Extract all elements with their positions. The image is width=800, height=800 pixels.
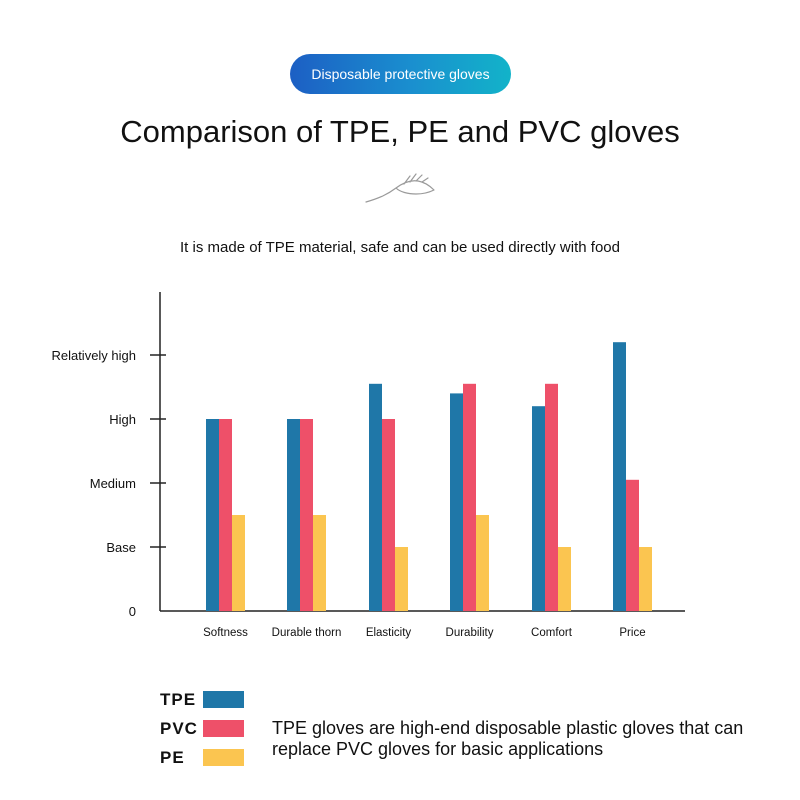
y-tick-label-1: Base (106, 540, 136, 555)
bar-pvc-4 (545, 383, 558, 611)
bar-pvc-2 (382, 419, 395, 611)
legend-swatch-tpe (203, 691, 244, 708)
bar-tpe-3 (450, 393, 463, 611)
bar-pe-3 (476, 515, 489, 611)
bar-pe-2 (395, 547, 408, 611)
bar-pvc-0 (219, 419, 232, 611)
description-note: TPE gloves are high-end disposable plast… (272, 718, 744, 759)
y-tick-label-2: Medium (90, 476, 136, 491)
x-tick-label-0: Softness (203, 627, 248, 639)
bar-tpe-1 (287, 419, 300, 611)
bar-pe-1 (313, 515, 326, 611)
bar-chart: 0 Base Medium High Relatively high Softness Du… (51, 292, 685, 639)
legend-swatch-pvc (203, 720, 244, 737)
bar-pe-0 (232, 515, 245, 611)
legend-label-pe: PE (160, 748, 185, 767)
category-badge-label: Disposable protective gloves (311, 66, 490, 82)
bar-pvc-3 (463, 383, 476, 611)
bar-tpe-2 (369, 383, 382, 611)
bar-tpe-0 (206, 419, 219, 611)
y-tick-label-3: High (109, 412, 136, 427)
bar-tpe-5 (613, 342, 626, 611)
chart-subtitle: It is made of TPE material, safe and can… (180, 239, 620, 256)
y-tick-label-4: Relatively high (51, 348, 136, 363)
x-tick-label-5: Price (619, 627, 645, 639)
x-tick-label-3: Durability (446, 627, 494, 639)
bar-pvc-5 (626, 479, 639, 611)
x-tick-label-4: Comfort (531, 627, 573, 639)
legend-label-pvc: PVC (160, 719, 198, 738)
x-tick-label-2: Elasticity (366, 627, 412, 639)
page-title: Comparison of TPE, PE and PVC gloves (120, 114, 680, 149)
bar-pe-4 (558, 547, 571, 611)
legend-label-tpe: TPE (160, 690, 197, 709)
hand-icon (365, 173, 435, 203)
y-tick-label-0: 0 (129, 604, 136, 619)
bar-pvc-1 (300, 419, 313, 611)
bar-tpe-4 (532, 406, 545, 611)
x-tick-label-1: Durable thorn (272, 627, 342, 639)
category-badge: Disposable protective gloves (290, 54, 511, 94)
legend-swatch-pe (203, 749, 244, 766)
bar-pe-5 (639, 547, 652, 611)
